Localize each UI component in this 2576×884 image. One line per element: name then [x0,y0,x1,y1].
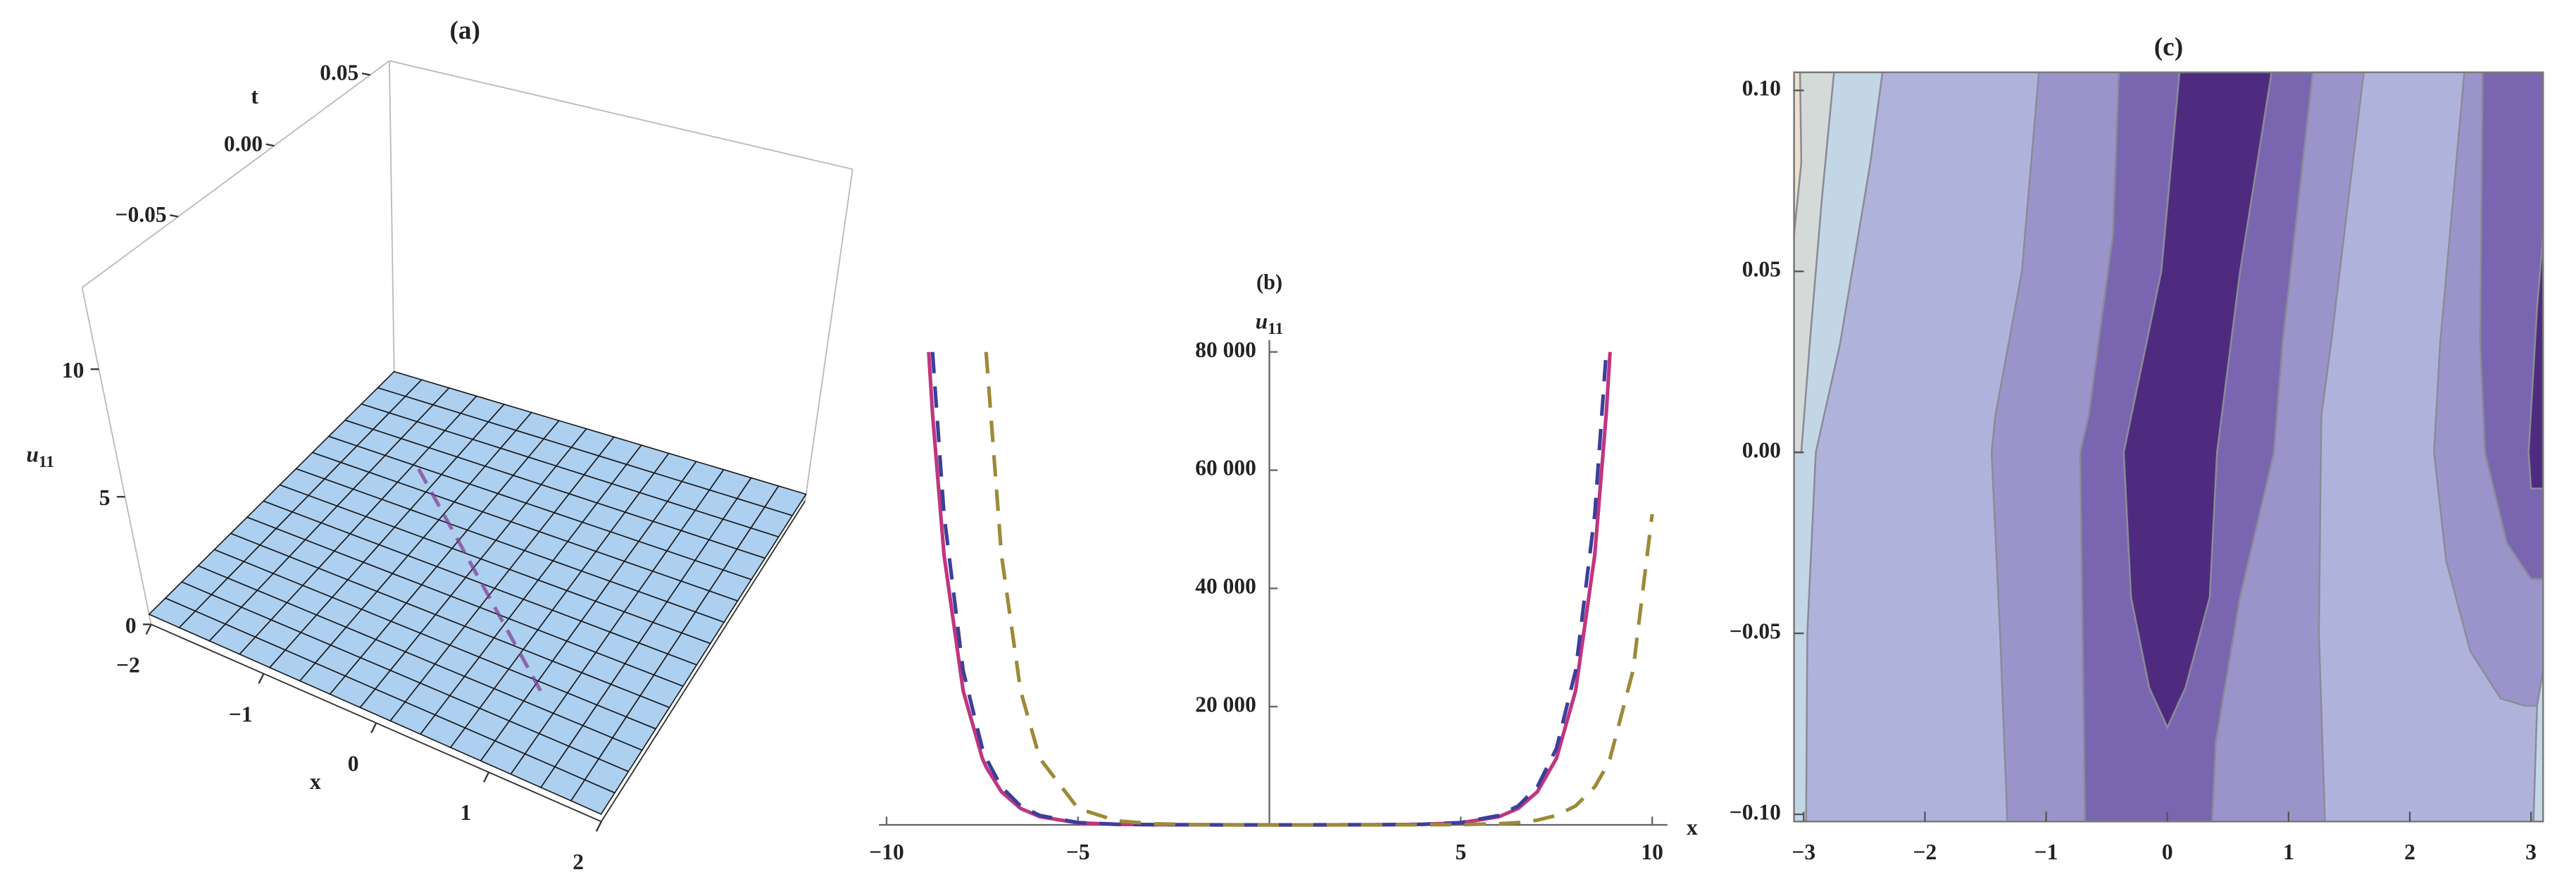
box-edge [601,500,806,822]
panel-b-u-label: u11 [1256,309,1284,338]
box-edge [804,169,854,502]
x-tick-label: 1 [461,800,472,825]
x-tick-label: 0 [2162,840,2173,864]
x-tick [258,673,265,684]
t-tick-label: 0.00 [224,131,263,156]
box-edge [389,60,853,170]
label-sub: 11 [1268,320,1283,338]
x-tick-label: −5 [1066,840,1090,864]
x-tick-label: −2 [1913,840,1937,864]
t-tick [170,214,179,218]
x-tick-label: −3 [1792,840,1815,864]
x-tick-label: 10 [1641,840,1663,864]
label-main: u [26,442,39,467]
x-tick-label: 2 [573,849,584,874]
x-tick-label: 0 [348,751,359,776]
contour-region [2527,235,2544,490]
y-tick-label: −0.05 [1730,618,1781,643]
y-tick-label: 60 000 [1195,456,1256,480]
y-tick-label: 0.00 [1742,437,1781,462]
y-tick-label: 0.05 [1742,257,1781,282]
frame [1793,71,2544,823]
u-tick-label: 5 [99,485,111,510]
x-tick [370,722,377,733]
x-tick [482,771,490,783]
contour-region [2532,669,2544,822]
panel-a-x-label: x [310,769,321,794]
x-tick [145,623,152,635]
series-line [984,351,1654,827]
label-sub: 11 [39,453,54,471]
y-tick-label: 0.10 [1742,76,1781,101]
x-tick-label: −2 [116,652,140,677]
u-tick-label: 0 [125,613,137,637]
t-tick-label: −0.05 [115,202,167,227]
box-edge [82,60,390,288]
t-tick-label: 0.05 [320,61,358,85]
y-tick-label: 40 000 [1195,574,1256,599]
x-tick-label: −10 [869,840,904,864]
panel-a-title: (a) [449,16,480,45]
surface-patch [763,485,807,516]
contour-region [2479,72,2544,580]
x-tick-label: 3 [2525,840,2537,864]
contour-region [1794,72,1803,236]
x-tick-label: −1 [229,702,253,726]
panel-a: −2 −1 0 1 2 −0.05 0.00 0.05 0 5 10 [62,60,854,874]
t-tick [265,143,275,147]
y-tick-label: 20 000 [1195,692,1256,716]
u-tick-label: 10 [62,358,84,382]
x-tick-label: −1 [2034,840,2058,864]
y-tick-label: −0.10 [1730,799,1781,824]
series-line [930,351,1608,827]
y-tick-label: 80 000 [1195,337,1256,362]
x-tick-label: 5 [1455,840,1466,864]
x-tick-label: 1 [2283,840,2294,864]
contour-area [1794,72,2544,822]
box-edge [388,61,395,382]
panel-a-t-label: t [251,84,258,108]
x-tick [595,821,602,832]
panel-c-title: (c) [2154,33,2183,62]
panel-b-x-label: x [1687,815,1698,840]
label-main: u [1256,309,1268,334]
box-edge [81,287,152,625]
contour-region [2122,72,2273,730]
surface-ridge [417,468,546,699]
panel-b-title: (b) [1256,270,1282,294]
t-tick [361,72,370,76]
panel-a-u-label: u11 [26,442,54,471]
x-tick-label: 2 [2404,840,2415,864]
